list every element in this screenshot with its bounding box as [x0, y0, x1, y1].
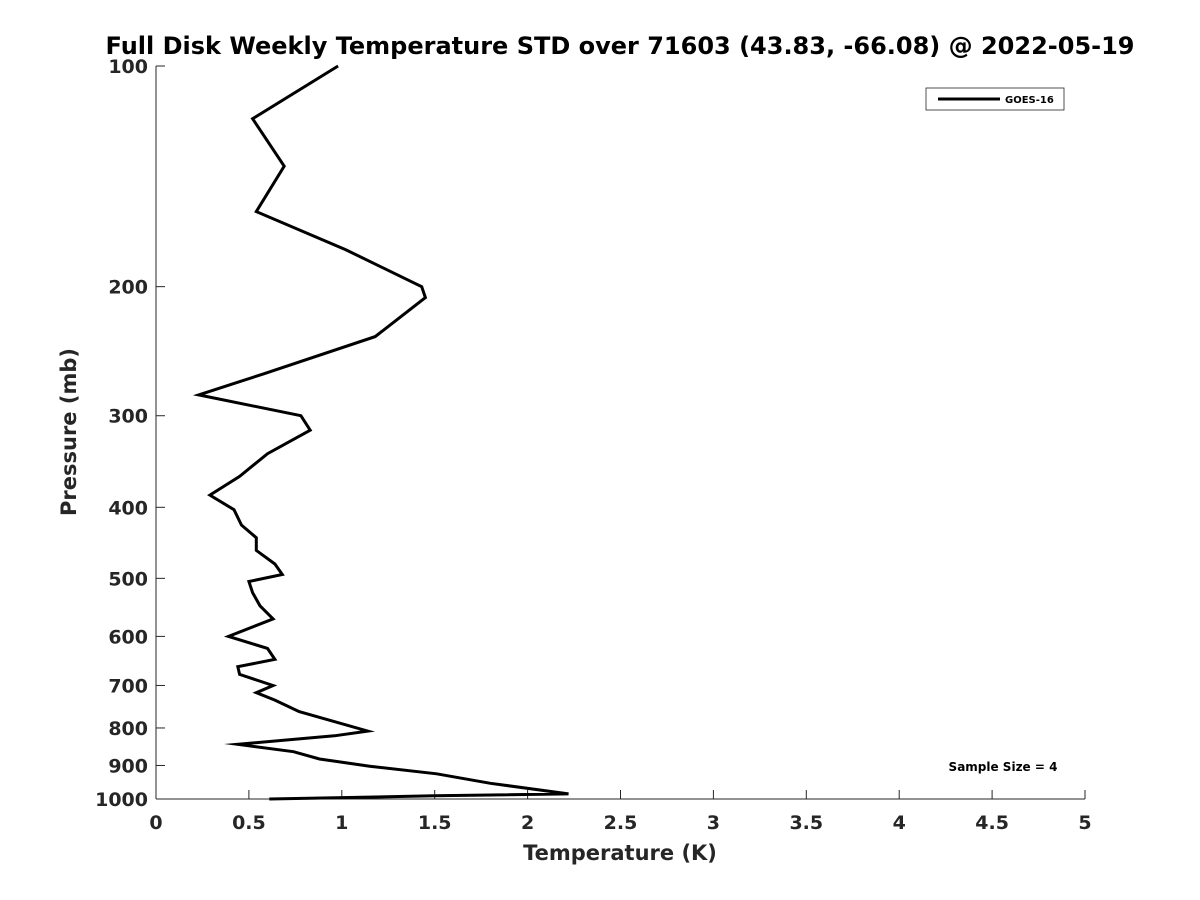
x-tick-label: 3.5 [789, 812, 823, 834]
x-axis-label: Temperature (K) [523, 841, 717, 865]
x-tick-label: 2 [521, 812, 534, 834]
y-tick-label: 400 [108, 497, 148, 519]
y-tick-label: 200 [108, 277, 148, 299]
x-tick-label: 1 [335, 812, 348, 834]
x-axis-ticks: 0 0.5 1 1.5 2 2.5 3 3.5 4 4.5 5 [149, 790, 1092, 834]
legend-label-goes-16: GOES-16 [1005, 95, 1054, 106]
x-tick-label: 0 [149, 812, 162, 834]
y-tick-label: 500 [108, 568, 148, 590]
x-tick-label: 2.5 [604, 812, 638, 834]
y-tick-label: 100 [108, 56, 148, 78]
chart-title: Full Disk Weekly Temperature STD over 71… [106, 32, 1135, 60]
x-tick-label: 0.5 [232, 812, 266, 834]
x-tick-label: 5 [1078, 812, 1091, 834]
y-tick-label: 1000 [95, 789, 148, 811]
series-line-goes-16 [192, 64, 569, 801]
x-tick-label: 4.5 [975, 812, 1009, 834]
y-axis-ticks: 100 200 300 400 500 600 700 800 900 1000 [95, 56, 165, 811]
series-layer [192, 64, 569, 801]
y-tick-label: 900 [108, 755, 148, 777]
x-tick-label: 4 [893, 812, 906, 834]
x-tick-label: 1.5 [418, 812, 452, 834]
y-axis-label: Pressure (mb) [57, 348, 81, 516]
y-tick-label: 700 [108, 675, 148, 697]
plot-axes [155, 66, 1085, 800]
x-tick-label: 3 [707, 812, 720, 834]
y-tick-label: 300 [108, 406, 148, 428]
legend: GOES-16 [925, 87, 1065, 111]
sample-size-annotation: Sample Size = 4 [949, 760, 1058, 774]
y-tick-label: 600 [108, 626, 148, 648]
y-tick-label: 800 [108, 718, 148, 740]
